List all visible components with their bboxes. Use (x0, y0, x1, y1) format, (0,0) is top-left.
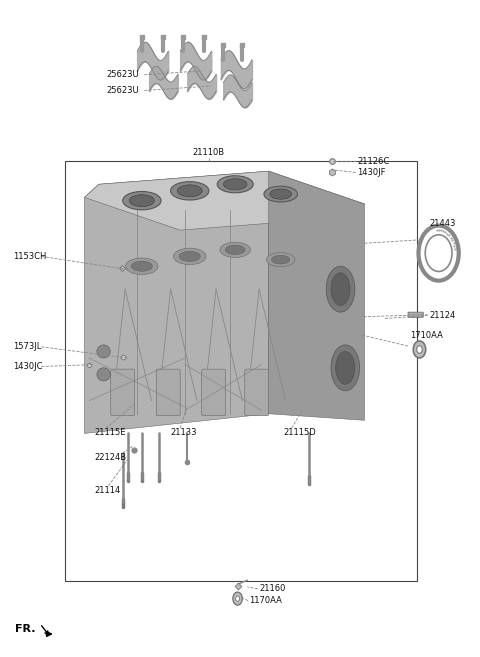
Text: 21115D: 21115D (283, 428, 316, 437)
Ellipse shape (217, 175, 253, 193)
Text: 1430JF: 1430JF (357, 168, 386, 177)
Text: 21126C: 21126C (357, 157, 389, 166)
Text: 1170AA: 1170AA (250, 596, 282, 605)
Polygon shape (84, 171, 269, 434)
Ellipse shape (97, 345, 110, 358)
Ellipse shape (270, 189, 291, 199)
Text: 21133: 21133 (170, 428, 197, 437)
Text: 21110B: 21110B (193, 148, 225, 157)
Text: 25623U: 25623U (107, 86, 140, 95)
FancyBboxPatch shape (202, 369, 226, 416)
Bar (65, 162, 417, 581)
Ellipse shape (326, 266, 355, 312)
Circle shape (236, 596, 240, 601)
Circle shape (413, 341, 426, 358)
Ellipse shape (97, 368, 110, 381)
Ellipse shape (123, 191, 161, 210)
Ellipse shape (264, 186, 298, 202)
Circle shape (417, 346, 422, 353)
Text: 1573JL: 1573JL (12, 342, 41, 351)
Ellipse shape (177, 185, 202, 197)
Polygon shape (84, 171, 364, 230)
Ellipse shape (331, 345, 360, 391)
Ellipse shape (336, 351, 355, 384)
Text: 21124: 21124 (429, 311, 456, 320)
Ellipse shape (126, 258, 158, 275)
Text: 21114: 21114 (94, 486, 120, 495)
Text: 1430JC: 1430JC (12, 362, 42, 371)
Text: 21160: 21160 (259, 584, 286, 593)
Text: FR.: FR. (15, 623, 36, 634)
Ellipse shape (173, 248, 206, 265)
Ellipse shape (266, 252, 295, 267)
Ellipse shape (130, 194, 155, 206)
FancyBboxPatch shape (111, 369, 135, 416)
Text: 22124B: 22124B (94, 453, 126, 462)
Ellipse shape (179, 252, 200, 261)
Ellipse shape (224, 179, 247, 190)
Text: 21443: 21443 (429, 219, 456, 228)
Text: 1710AA: 1710AA (410, 330, 443, 340)
Circle shape (233, 592, 242, 605)
Ellipse shape (170, 181, 209, 200)
Ellipse shape (331, 273, 350, 306)
FancyBboxPatch shape (245, 369, 269, 416)
FancyBboxPatch shape (408, 312, 423, 317)
Text: 1153CH: 1153CH (12, 252, 46, 261)
Ellipse shape (272, 256, 290, 264)
Polygon shape (269, 171, 364, 420)
Ellipse shape (220, 242, 251, 258)
Text: 21115E: 21115E (94, 428, 126, 437)
Text: 25623U: 25623U (107, 70, 140, 79)
Ellipse shape (132, 261, 153, 271)
Circle shape (425, 235, 452, 271)
Ellipse shape (225, 245, 245, 254)
FancyBboxPatch shape (156, 369, 180, 416)
